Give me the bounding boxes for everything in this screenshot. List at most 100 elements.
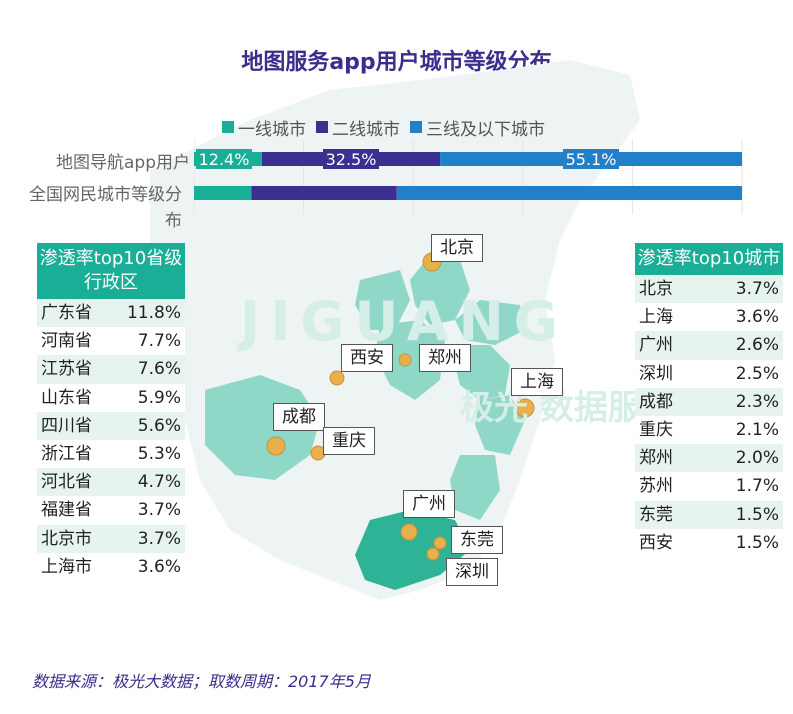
province-guangdong <box>355 510 470 590</box>
table-row: 深圳 2.5% <box>635 359 783 388</box>
province-value: 5.3% <box>137 443 181 464</box>
bar-segment <box>251 186 397 200</box>
dot-chengdu <box>266 436 286 456</box>
city-name: 成都 <box>639 391 673 412</box>
map-label-zhengzhou: 郑州 <box>419 344 471 372</box>
table-row: 上海 3.6% <box>635 303 783 332</box>
province-name: 上海市 <box>41 556 92 577</box>
province-table-title: 渗透率top10省级行政区 <box>37 243 185 299</box>
city-name: 深圳 <box>639 363 673 384</box>
city-name: 西安 <box>639 532 673 553</box>
province-name: 河北省 <box>41 472 92 493</box>
province-name: 江苏省 <box>41 359 92 380</box>
map-label-xian: 西安 <box>341 344 393 372</box>
legend-label: 二线城市 <box>332 119 400 140</box>
province-name: 北京市 <box>41 528 92 549</box>
province-hebei <box>410 255 470 325</box>
map-label-beijing: 北京 <box>431 234 483 262</box>
city-value: 2.6% <box>735 335 779 356</box>
legend-item-tier1: 一线城市 <box>222 115 306 140</box>
city-name: 郑州 <box>639 448 673 469</box>
legend-swatch <box>316 121 328 133</box>
bar-label-app-users: 地图导航app用户 <box>56 153 190 173</box>
city-value: 2.5% <box>735 363 779 384</box>
data-label: 32.5% <box>326 150 377 169</box>
city-value: 1.7% <box>735 476 779 497</box>
province-value: 7.6% <box>137 359 181 380</box>
stacked-bar-chart: 12.4% 32.5% 55.1% <box>194 140 743 214</box>
province-fujian <box>450 455 500 520</box>
province-table: 渗透率top10省级行政区 广东省 11.8% 河南省 7.7% 江苏省 7.6% 山东省 5… <box>37 243 185 581</box>
city-table: 渗透率top10城市 北京 3.7% 上海 3.6% 广州 2.6% 深圳 2.5% 成都 2.3… <box>635 243 783 557</box>
legend-swatch <box>410 121 422 133</box>
province-value: 3.7% <box>137 528 181 549</box>
legend-label: 三线及以下城市 <box>426 119 545 140</box>
city-value: 1.5% <box>735 532 779 553</box>
table-row: 西安 1.5% <box>635 528 783 557</box>
city-name: 上海 <box>639 307 673 328</box>
city-table-body: 北京 3.7% 上海 3.6% 广州 2.6% 深圳 2.5% 成都 2.3% 重庆 2.1% 郑州 2.… <box>635 275 783 557</box>
legend-item-tier2: 二线城市 <box>316 115 400 140</box>
table-row: 上海市 3.6% <box>37 552 185 581</box>
dot-zhengzhou <box>398 353 412 367</box>
data-label: 55.1% <box>566 150 617 169</box>
data-label-bg <box>323 149 380 169</box>
city-value: 1.5% <box>735 504 779 525</box>
map-label-chongqing: 重庆 <box>323 427 375 455</box>
province-name: 山东省 <box>41 387 92 408</box>
city-name: 苏州 <box>639 476 673 497</box>
watermark-latin: JIGUANG <box>240 290 569 353</box>
province-value: 4.7% <box>137 472 181 493</box>
table-row: 江苏省 7.6% <box>37 355 185 384</box>
province-name: 四川省 <box>41 415 92 436</box>
map-label-shanghai: 上海 <box>511 368 563 396</box>
data-label-bg <box>563 149 620 169</box>
legend-item-tier3: 三线及以下城市 <box>410 115 545 140</box>
province-shaanxi-region <box>355 270 410 330</box>
table-row: 重庆 2.1% <box>635 415 783 445</box>
province-value: 5.9% <box>137 387 181 408</box>
bar-segment <box>396 186 742 200</box>
table-row: 郑州 2.0% <box>635 444 783 473</box>
province-value: 5.6% <box>137 415 181 436</box>
city-value: 2.3% <box>735 391 779 412</box>
table-row: 成都 2.3% <box>635 387 783 416</box>
province-value: 7.7% <box>137 331 181 352</box>
city-name: 重庆 <box>639 419 673 440</box>
map-label-dongguan: 东莞 <box>451 526 503 554</box>
data-source: 数据来源：极光大数据；取数周期：2017年5月 <box>32 672 371 691</box>
province-value: 3.6% <box>137 556 181 577</box>
city-value: 2.0% <box>735 448 779 469</box>
table-row: 四川省 5.6% <box>37 411 185 440</box>
city-value: 3.7% <box>735 279 779 299</box>
dot-xian <box>329 370 345 386</box>
table-row: 广州 2.6% <box>635 331 783 360</box>
city-value: 3.6% <box>735 307 779 328</box>
table-row: 广东省 11.8% <box>37 299 185 328</box>
legend-label: 一线城市 <box>238 119 306 140</box>
province-name: 浙江省 <box>41 443 92 464</box>
dot-dongguan <box>433 536 447 550</box>
legend-swatch <box>222 121 234 133</box>
legend: 一线城市 二线城市 三线及以下城市 <box>222 115 545 140</box>
city-name: 北京 <box>639 279 673 299</box>
table-row: 福建省 3.7% <box>37 496 185 525</box>
dot-shenzhen <box>426 547 440 561</box>
table-row: 苏州 1.7% <box>635 472 783 501</box>
city-name: 东莞 <box>639 504 673 525</box>
city-name: 广州 <box>639 335 673 356</box>
province-sichuan <box>205 375 320 480</box>
table-row: 北京市 3.7% <box>37 524 185 553</box>
city-table-title: 渗透率top10城市 <box>635 243 783 275</box>
table-row: 浙江省 5.3% <box>37 439 185 469</box>
table-row: 河南省 7.7% <box>37 327 185 356</box>
province-name: 河南省 <box>41 331 92 352</box>
province-name: 福建省 <box>41 500 92 521</box>
map-label-shenzhen: 深圳 <box>446 558 498 586</box>
bar-segment <box>194 186 252 200</box>
province-name: 广东省 <box>41 303 92 323</box>
table-row: 河北省 4.7% <box>37 468 185 497</box>
province-shandong <box>455 300 525 345</box>
city-value: 2.1% <box>735 419 779 440</box>
province-zhejiang <box>475 395 525 455</box>
